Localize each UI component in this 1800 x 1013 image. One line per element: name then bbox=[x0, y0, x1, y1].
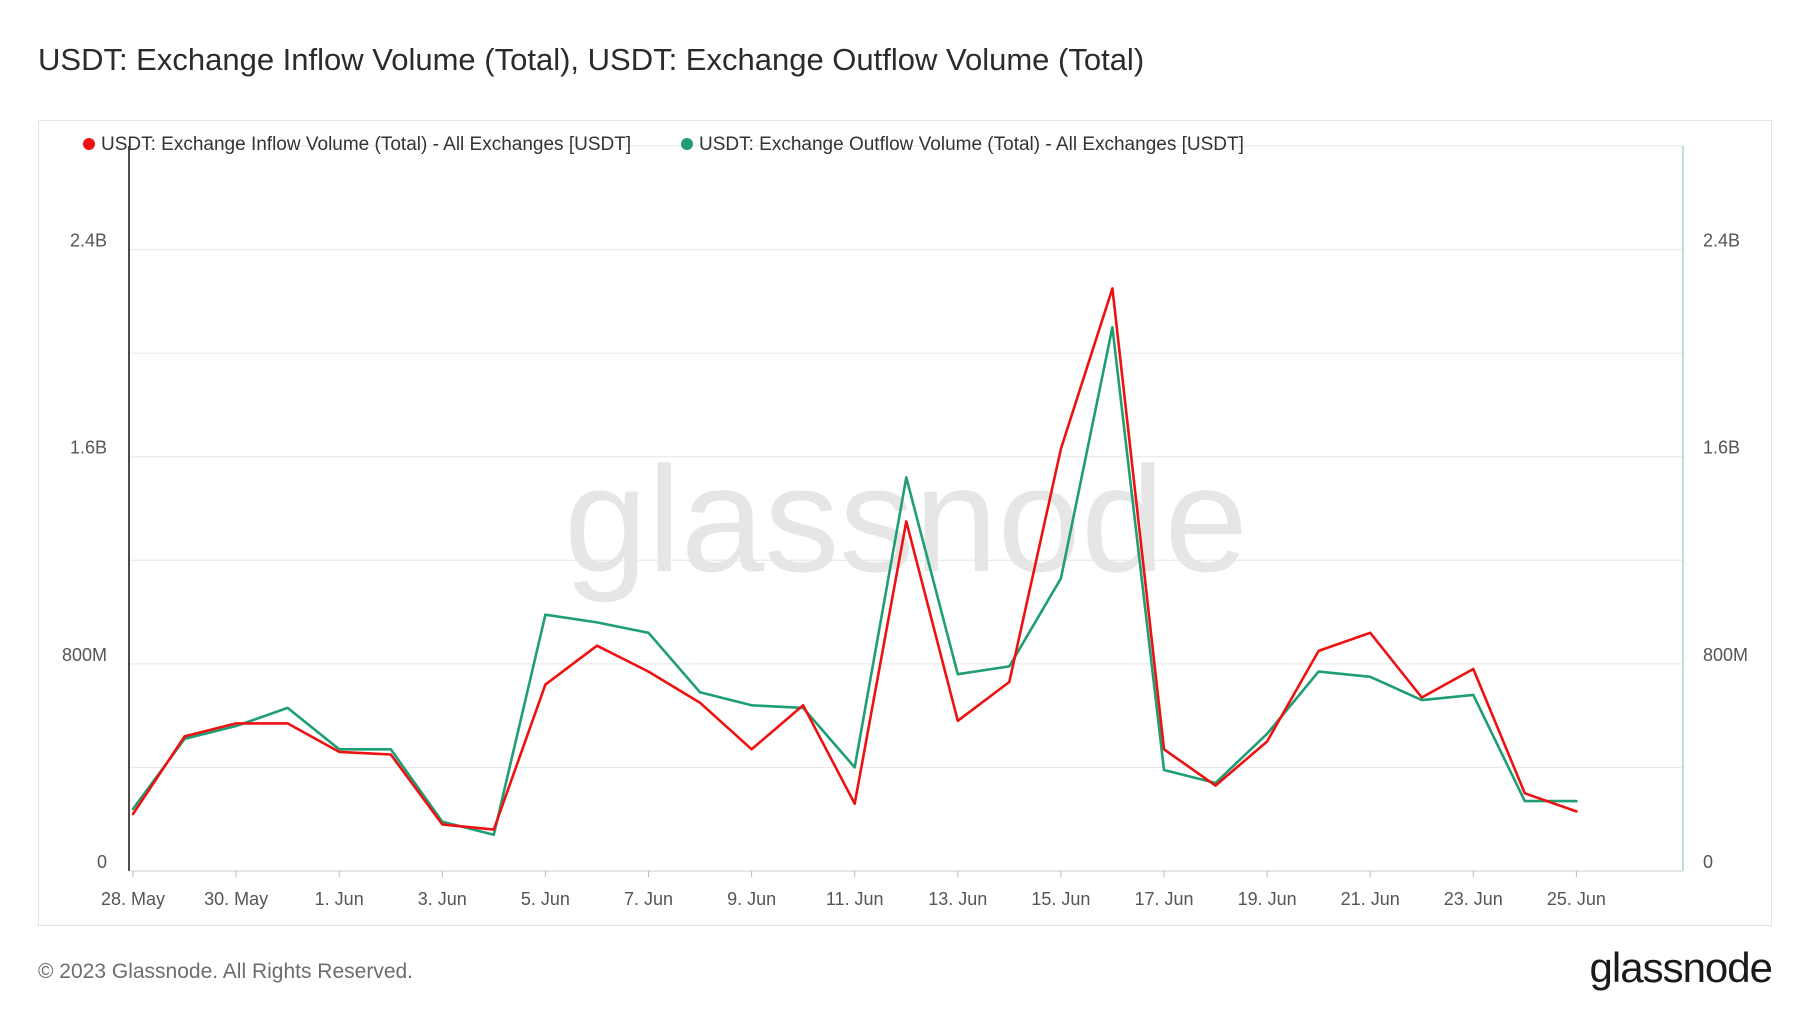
x-tick-label: 1. Jun bbox=[315, 889, 364, 909]
left-y-tick-label: 1.6B bbox=[70, 438, 107, 458]
left-y-tick-label: 800M bbox=[62, 645, 107, 665]
x-tick-label: 5. Jun bbox=[521, 889, 570, 909]
legend-outflow-label: USDT: Exchange Outflow Volume (Total) - … bbox=[699, 134, 1244, 155]
x-tick-label: 7. Jun bbox=[624, 889, 673, 909]
right-y-tick-label: 2.4B bbox=[1703, 231, 1740, 251]
legend-inflow-marker bbox=[83, 138, 95, 150]
right-y-tick-label: 800M bbox=[1703, 645, 1748, 665]
x-tick-label: 23. Jun bbox=[1444, 889, 1503, 909]
x-tick-label: 19. Jun bbox=[1238, 889, 1297, 909]
page-title: USDT: Exchange Inflow Volume (Total), US… bbox=[38, 42, 1145, 77]
chart-panel: glassnode 0 800M 1.6B 2.4B 0 800M 1.6B 2.4B 28. M… bbox=[38, 120, 1772, 926]
x-tick-label: 30. May bbox=[204, 889, 268, 909]
x-tick-label: 21. Jun bbox=[1341, 889, 1400, 909]
left-y-tick-label: 2.4B bbox=[70, 231, 107, 251]
x-tick-label: 15. Jun bbox=[1031, 889, 1090, 909]
x-tick-label: 28. May bbox=[101, 889, 165, 909]
right-y-tick-label: 1.6B bbox=[1703, 438, 1740, 458]
x-tick-label: 9. Jun bbox=[727, 889, 776, 909]
inflow-series-line bbox=[131, 287, 1578, 831]
x-tick-label: 17. Jun bbox=[1134, 889, 1193, 909]
legend-outflow-marker bbox=[681, 138, 693, 150]
outflow-series-line bbox=[131, 326, 1578, 837]
x-tick-label: 3. Jun bbox=[418, 889, 467, 909]
legend-inflow-label: USDT: Exchange Inflow Volume (Total) - A… bbox=[101, 134, 631, 155]
x-tick-label: 13. Jun bbox=[928, 889, 987, 909]
right-y-tick-label: 0 bbox=[1703, 852, 1713, 872]
footer-copyright: © 2023 Glassnode. All Rights Reserved. bbox=[38, 960, 414, 983]
glassnode-logo: glassnode bbox=[1589, 944, 1773, 991]
x-tick-label: 25. Jun bbox=[1547, 889, 1606, 909]
x-tick-label: 11. Jun bbox=[826, 889, 884, 909]
left-y-tick-label: 0 bbox=[97, 852, 107, 872]
